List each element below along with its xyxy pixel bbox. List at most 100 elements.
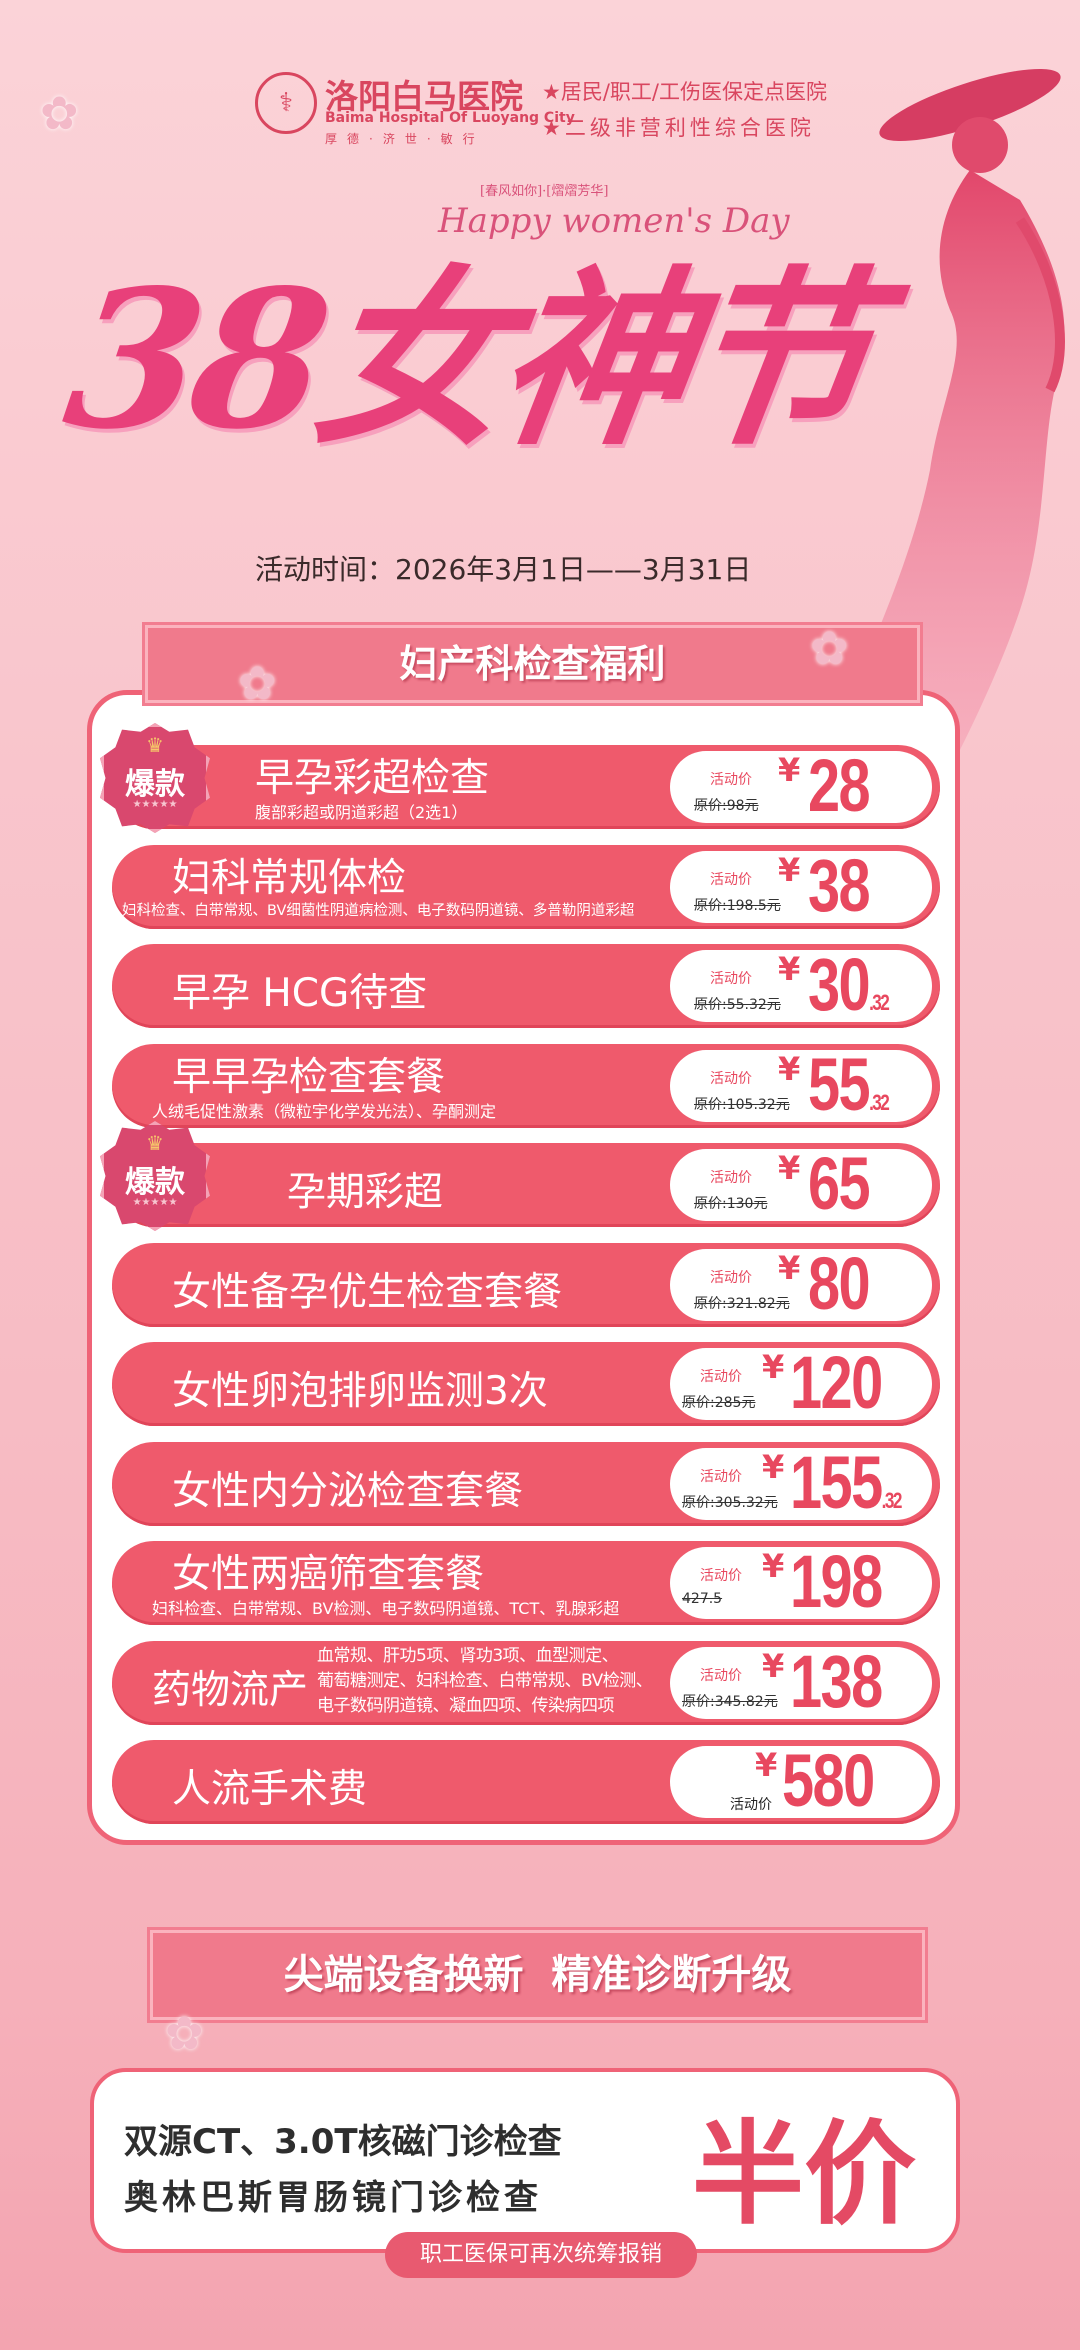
hospital-motto: 厚德·济世·敏行	[325, 132, 485, 146]
price-decimal: .32	[881, 1487, 903, 1513]
price-tag: 活动价 原价:305.32元 ¥155.32	[670, 1441, 932, 1524]
offer-row[interactable]: 女性两癌筛查套餐 妇科检查、白带常规、BV检测、电子数码阴道镜、TCT、乳腺彩超 活…	[112, 1540, 940, 1625]
offer-name: 早早孕检查套餐	[172, 1054, 446, 1100]
original-price: 原价:105.32元	[694, 1096, 790, 1113]
yuan-symbol: ¥	[762, 1348, 785, 1386]
price-integer: 80	[808, 1241, 871, 1325]
offer-row[interactable]: 早早孕检查套餐 人绒毛促性激素（微粒宇化学发光法）、孕酮测定 活动价原价:105.3…	[112, 1043, 940, 1128]
offer-row[interactable]: 人流手术费 活动价 ¥580	[112, 1739, 940, 1824]
hero-subtitle-en: Happy women's Day	[438, 201, 790, 241]
yuan-symbol: ¥	[778, 1149, 801, 1187]
half-price-label: 半价	[692, 2110, 916, 2240]
promo-price-label: 活动价	[700, 1468, 742, 1485]
offer-name: 药物流产	[152, 1667, 309, 1713]
original-price: 原价:305.32元	[682, 1494, 778, 1511]
offer-name: 女性卵泡排卵监测3次	[172, 1369, 548, 1414]
star-rating: ★★★★★	[132, 1197, 178, 1208]
price-integer: 155	[790, 1440, 883, 1524]
offer-name: 早孕彩超检查	[255, 756, 490, 801]
offer-name: 人流手术费	[172, 1767, 368, 1812]
tagline-insurance: ★居民/职工/工伤医保定点医院	[542, 80, 827, 104]
offer-description: 腹部彩超或阴道彩超（2选1）	[255, 803, 468, 822]
offer-description: 血常规、肝功5项、肾功3项、血型测定、 葡萄糖测定、妇科检查、白带常规、BV检测…	[317, 1645, 653, 1716]
yuan-symbol: ¥	[778, 1049, 801, 1088]
offer-name: 女性内分泌检查套餐	[172, 1468, 524, 1514]
yuan-symbol: ¥	[778, 751, 801, 789]
offer-name: 早孕 HCG待查	[172, 971, 428, 1016]
offer-line-endoscopy: 奥林巴斯胃肠镜门诊检查	[124, 2178, 542, 2218]
price-integer: 55	[808, 1042, 871, 1126]
promo-price-label: 活动价	[710, 772, 752, 788]
price-tag: 活动价 ¥580	[670, 1739, 932, 1822]
offer-row[interactable]: 妇科常规体检 妇科检查、白带常规、BV细菌性阴道病检测、电子数码阴道镜、多普勒阴道…	[112, 843, 940, 929]
flower-decoration: ✿	[165, 2006, 204, 2060]
original-price: 原价:98元	[694, 798, 759, 814]
promo-price: 80	[808, 1241, 871, 1326]
promo-price: 30.32	[808, 942, 890, 1027]
equipment-offer-card: 双源CT、3.0T核磁门诊检查 奥林巴斯胃肠镜门诊检查 半价	[90, 2068, 960, 2253]
yuan-symbol: ¥	[762, 1547, 785, 1585]
promo-price: 155.32	[790, 1440, 903, 1525]
promo-price-label: 活动价	[700, 1369, 742, 1385]
offer-row[interactable]: 女性备孕优生检查套餐 活动价 原价:321.82元 ¥80	[112, 1242, 940, 1327]
hospital-name-en: Baima Hospital Of Luoyang City	[325, 110, 575, 126]
promo-price: 55.32	[808, 1042, 890, 1127]
offer-description: 妇科检查、白带常规、BV检测、电子数码阴道镜、TCT、乳腺彩超	[152, 1599, 620, 1618]
promo-price-label: 活动价	[710, 1070, 752, 1087]
offer-row[interactable]: 药物流产 血常规、肝功5项、肾功3项、血型测定、 葡萄糖测定、妇科检查、白带常规、…	[112, 1639, 940, 1725]
price-decimal: .32	[869, 990, 890, 1015]
yuan-symbol: ¥	[778, 950, 801, 988]
yuan-symbol: ¥	[778, 1248, 801, 1287]
hot-item-badge: ♛ 爆款 ★★★★★	[100, 1121, 210, 1231]
tagline-nonprofit: ★二级非营利性综合医院	[542, 116, 815, 140]
badge-label: 爆款	[125, 1165, 185, 1200]
promo-price-label: 活动价	[730, 1797, 772, 1813]
promo-price-label: 活动价	[710, 971, 752, 987]
offer-row[interactable]: 早孕彩超检查 腹部彩超或阴道彩超（2选1） 活动价 原价:98元 ¥28	[112, 744, 940, 829]
promo-price-label: 活动价	[710, 1170, 752, 1186]
price-tag: 活动价 427.5 ¥198	[670, 1540, 932, 1623]
original-price: 原价:130元	[694, 1196, 768, 1212]
promo-price-label: 活动价	[700, 1568, 742, 1584]
promo-price: 580	[782, 1738, 875, 1823]
offer-description: 妇科检查、白带常规、BV细菌性阴道病检测、电子数码阴道镜、多普勒阴道彩超	[122, 902, 635, 919]
insurance-note: 职工医保可再次统筹报销	[385, 2232, 697, 2278]
price-tag: 活动价原价:105.32元 ¥55.32	[670, 1043, 932, 1126]
promo-price-label: 活动价	[710, 1269, 752, 1286]
offer-row[interactable]: 女性内分泌检查套餐 活动价 原价:305.32元 ¥155.32	[112, 1441, 940, 1526]
hot-item-badge: ♛ 爆款 ★★★★★	[100, 723, 210, 833]
offer-line-ct-mri: 双源CT、3.0T核磁门诊检查	[124, 2122, 562, 2162]
original-price: 原价:345.82元	[682, 1693, 778, 1710]
offer-row[interactable]: 女性卵泡排卵监测3次 活动价 原价:285元 ¥120	[112, 1341, 940, 1426]
price-tag: 活动价 原价:321.82元 ¥80	[670, 1242, 932, 1325]
crown-icon: ♛	[146, 1131, 164, 1155]
price-tag: 活动价原价:130元 ¥65	[670, 1142, 932, 1225]
offer-name: 孕期彩超	[287, 1170, 444, 1215]
offer-row[interactable]: 孕期彩超 活动价原价:130元 ¥65	[112, 1142, 940, 1227]
promo-price: 138	[790, 1639, 883, 1724]
price-tag: 活动价 原价:285元 ¥120	[670, 1341, 932, 1424]
yuan-symbol: ¥	[755, 1746, 778, 1784]
yuan-symbol: ¥	[762, 1646, 785, 1685]
badge-label: 爆款	[125, 767, 185, 802]
offer-row[interactable]: 早孕 HCG待查 活动价原价:55.32元 ¥30.32	[112, 943, 940, 1028]
offer-description: 人绒毛促性激素（微粒宇化学发光法）、孕酮测定	[152, 1101, 497, 1121]
promo-price: 38	[808, 843, 871, 928]
original-price: 原价:198.5元	[694, 897, 781, 914]
price-integer: 198	[790, 1540, 883, 1623]
promo-price-label: 活动价	[710, 871, 752, 888]
crown-icon: ♛	[146, 733, 164, 757]
promo-price: 65	[808, 1141, 871, 1226]
original-price: 原价:55.32元	[694, 997, 781, 1013]
price-tag: 活动价原价:55.32元 ¥30.32	[670, 943, 932, 1026]
hero-subtitle-cn: [春风如你]·[熠熠芳华]	[480, 184, 609, 199]
price-integer: 30	[808, 943, 871, 1026]
section2-title-banner: 尖端设备换新 精准诊断升级	[150, 1930, 925, 2020]
hospital-logo: ⚕	[255, 72, 317, 134]
flower-decoration: ✿	[238, 656, 277, 710]
section-title-banner: 妇产科检查福利	[145, 625, 920, 703]
flower-decoration: ✿	[40, 86, 79, 140]
price-integer: 120	[790, 1341, 883, 1424]
offer-name: 女性备孕优生检查套餐	[172, 1269, 563, 1315]
